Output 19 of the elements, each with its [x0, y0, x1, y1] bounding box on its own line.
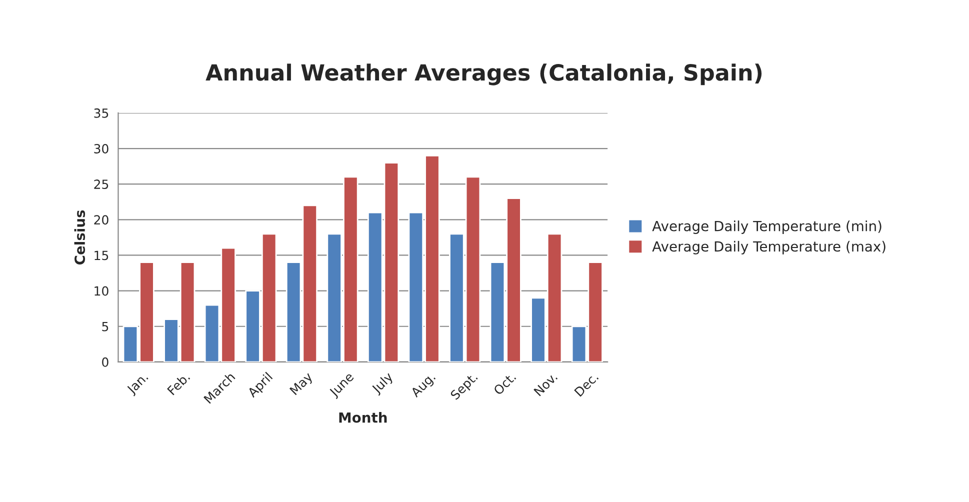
y-tick-label: 30 — [94, 144, 108, 154]
x-tick-label: Oct. — [492, 372, 516, 396]
y-tick-label: 25 — [94, 180, 108, 190]
legend-label: Average Daily Temperature (max) — [652, 240, 886, 254]
y-tick-label: 0 — [102, 357, 108, 367]
x-tick-label: Feb. — [166, 372, 190, 396]
y-tick-label: 35 — [94, 108, 108, 118]
y-tick-label: 20 — [94, 215, 108, 225]
y-tick-label: 15 — [94, 250, 108, 260]
x-axis-title: Month — [339, 412, 387, 423]
x-tick-label: Nov. — [534, 372, 558, 396]
legend-label: Average Daily Temperature (min) — [652, 220, 882, 234]
x-tick-label: Dec. — [574, 372, 599, 397]
y-tick-label: 5 — [102, 322, 108, 332]
chart-title: Annual Weather Averages (Catalonia, Spain) — [206, 64, 762, 86]
x-tick-label: Aug. — [410, 372, 438, 400]
y-tick-label: 10 — [94, 286, 108, 296]
x-tick-label: Jan. — [126, 372, 150, 396]
y-axis-title: Celsius — [74, 210, 86, 265]
